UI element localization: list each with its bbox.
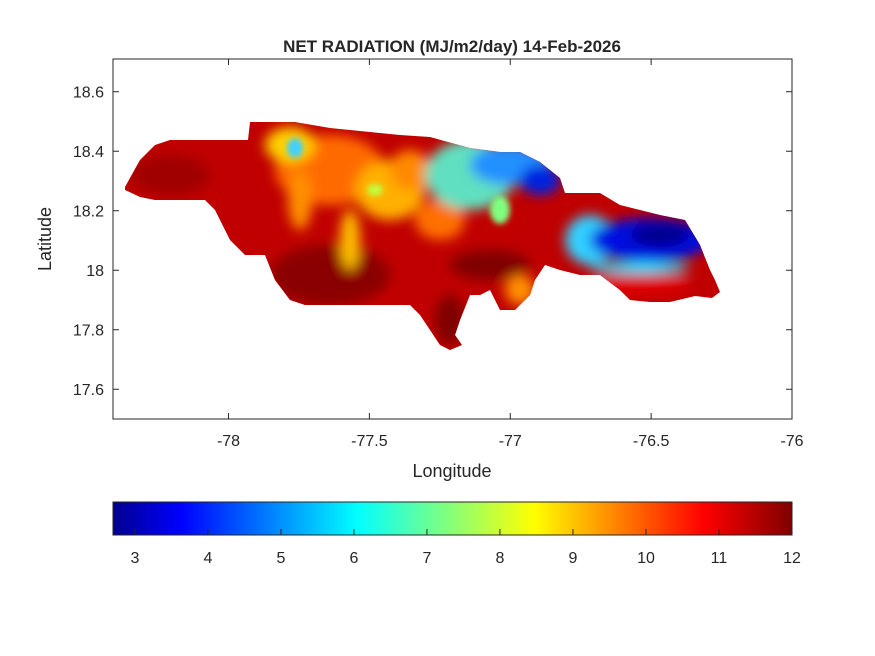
y-axis-ticks: 17.6 17.8 18 18.2 18.4 18.6 <box>73 85 792 399</box>
colorbar-tick-label: 4 <box>203 550 212 567</box>
colorbar-tick-label: 9 <box>569 550 578 567</box>
colorbar-ticks: 3 4 5 6 7 8 9 10 11 12 <box>130 529 801 567</box>
colorbar-tick-label: 10 <box>637 550 655 567</box>
colorbar-tick-label: 7 <box>422 550 431 567</box>
y-tick-label: 18 <box>86 263 104 280</box>
y-axis-label: Latitude <box>35 207 55 271</box>
colorbar-tick-label: 6 <box>349 550 358 567</box>
colorbar <box>112 501 793 536</box>
x-tick-label: -77 <box>499 433 522 450</box>
x-tick-label: -78 <box>217 433 240 450</box>
y-tick-label: 18.6 <box>73 85 104 102</box>
x-axis-label: Longitude <box>412 461 491 481</box>
y-tick-label: 17.8 <box>73 323 104 340</box>
y-tick-label: 18.4 <box>73 144 104 161</box>
colorbar-tick-label: 3 <box>130 550 139 567</box>
x-axis-ticks: -78 -77.5 -77 -76.5 -76 <box>217 59 804 450</box>
colorbar-tick-label: 8 <box>496 550 505 567</box>
x-tick-label: -76.5 <box>633 433 670 450</box>
colorbar-tick-label: 12 <box>783 550 801 567</box>
y-tick-label: 17.6 <box>73 382 104 399</box>
y-tick-label: 18.2 <box>73 204 104 221</box>
colorbar-tick-label: 5 <box>276 550 285 567</box>
chart-title: NET RADIATION (MJ/m2/day) 14-Feb-2026 <box>283 37 621 56</box>
x-tick-label: -76 <box>780 433 803 450</box>
x-tick-label: -77.5 <box>351 433 388 450</box>
colorbar-tick-label: 11 <box>711 550 728 567</box>
